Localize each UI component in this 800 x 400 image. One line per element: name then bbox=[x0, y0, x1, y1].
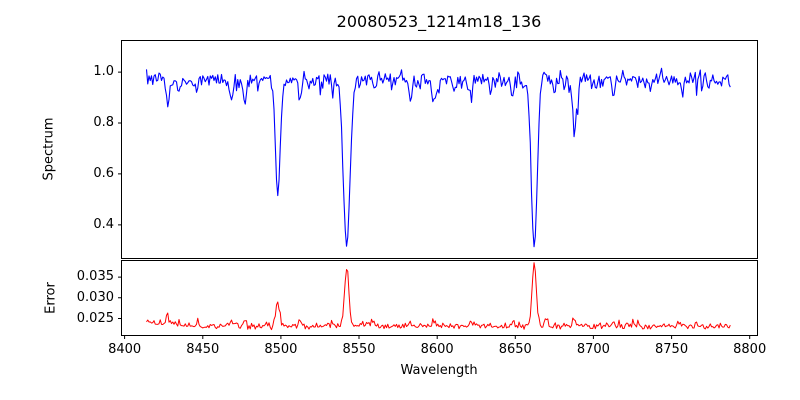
spectrum-y-tick-label: 0.6 bbox=[93, 165, 114, 181]
x-axis-label: Wavelength bbox=[400, 363, 478, 378]
x-tick-label: 8400 bbox=[108, 342, 142, 357]
chart-title: 20080523_1214m18_136 bbox=[336, 12, 542, 31]
error-y-tick-label: 0.030 bbox=[76, 289, 114, 305]
error-axes-box bbox=[121, 260, 758, 336]
error-y-tick-label: 0.035 bbox=[76, 269, 114, 285]
x-tick-label: 8450 bbox=[186, 342, 220, 357]
x-tick-label: 8500 bbox=[264, 342, 298, 357]
spectrum-y-tick-label: 0.8 bbox=[93, 115, 114, 130]
x-tick-label: 8650 bbox=[498, 342, 532, 357]
x-tick-label: 8800 bbox=[733, 342, 767, 357]
error-y-tick-label: 0.025 bbox=[76, 310, 114, 326]
error-line bbox=[146, 262, 731, 331]
spectrum-line bbox=[145, 67, 731, 248]
tick-marks bbox=[118, 71, 751, 339]
spectrum-axes-box bbox=[121, 40, 758, 259]
x-tick-label: 8750 bbox=[655, 342, 689, 357]
spectrum-y-tick-label: 1.0 bbox=[93, 64, 114, 80]
spectrum-y-tick-label: 0.4 bbox=[93, 216, 114, 232]
x-tick-label: 8550 bbox=[342, 342, 376, 357]
x-tick-label: 8700 bbox=[576, 342, 610, 357]
x-tick-label: 8600 bbox=[420, 342, 454, 357]
